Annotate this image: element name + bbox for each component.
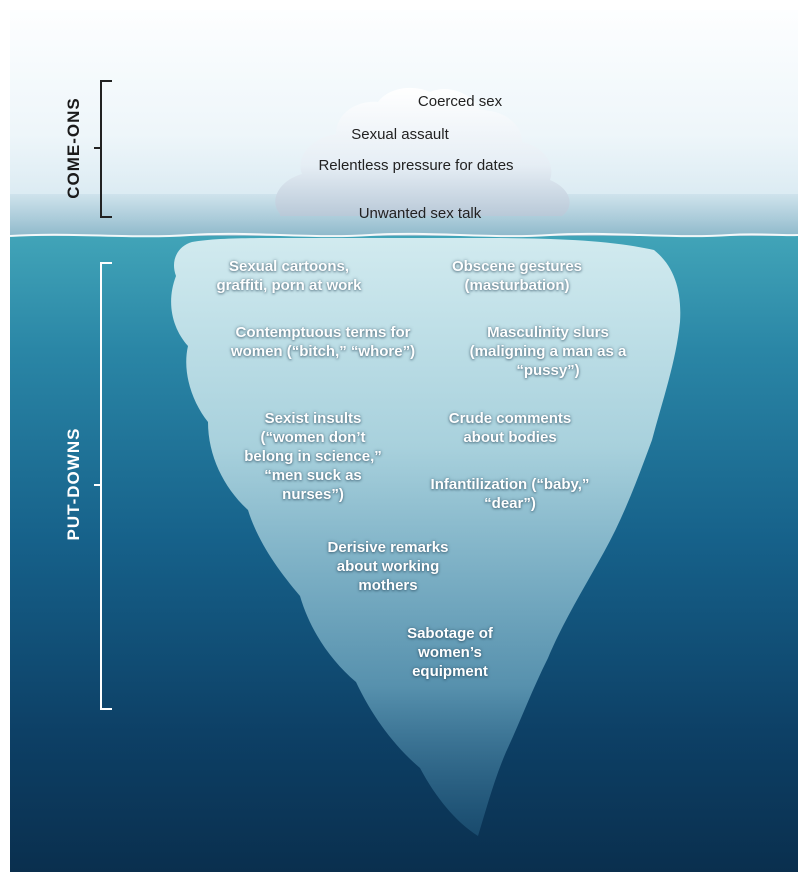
iceberg-body <box>171 238 681 836</box>
item-unwanted-sex-talk: Unwanted sex talk <box>358 205 482 222</box>
item-sexist-insults: Sexist insults (“women don’t belong in s… <box>244 410 382 503</box>
come-ons-label: COME-ONS <box>64 97 83 199</box>
item-infantilization: Infantilization (“baby,” “dear”) <box>430 476 590 512</box>
item-coerced-sex: Coerced sex <box>417 93 503 110</box>
item-obscene-gestures: Obscene gestures (masturbation) <box>451 258 583 294</box>
item-relentless-pressure: Relentless pressure for dates <box>318 157 514 174</box>
item-masculinity-slurs: Masculinity slurs (maligning a man as a … <box>469 324 627 379</box>
item-derisive-remarks: Derisive remarks about working mothers <box>327 539 449 594</box>
iceberg-tip <box>275 87 570 216</box>
put-downs-bracket <box>94 262 112 710</box>
item-sexual-assault: Sexual assault <box>351 126 449 143</box>
iceberg-illustration <box>10 87 798 836</box>
item-sexual-cartoons: Sexual cartoons, graffiti, porn at work <box>216 258 362 294</box>
item-contemptuous-terms: Contemptuous terms for women (“bitch,” “… <box>230 324 416 360</box>
put-downs-label: PUT-DOWNS <box>64 427 83 541</box>
iceberg-diagram: COME-ONS PUT-DOWNS Coerced sex Sexual as… <box>10 10 798 872</box>
come-ons-bracket <box>94 80 112 218</box>
item-sabotage: Sabotage of women’s equipment <box>407 625 493 680</box>
item-crude-comments: Crude comments about bodies <box>448 410 572 446</box>
